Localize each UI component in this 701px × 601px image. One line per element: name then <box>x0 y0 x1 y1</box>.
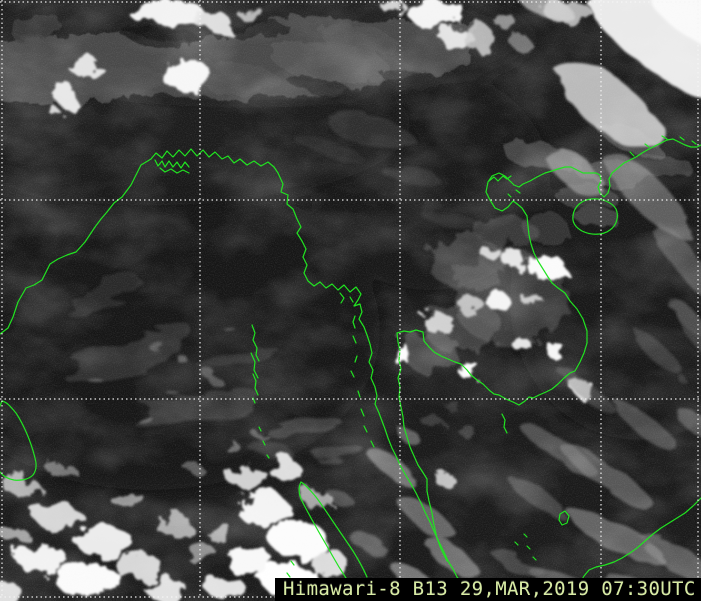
coastline-china-offshore-islets <box>629 135 697 157</box>
coastline-red-river-delta <box>488 175 521 198</box>
coastline-andaman-nicobar-islands <box>250 324 270 459</box>
coastline-mergui-islands <box>339 292 375 448</box>
caption-bar: Himawari-8 B13 29,MAR,2019 07:30UTC <box>275 578 701 601</box>
coastline-sundarbans-delta <box>154 159 190 174</box>
caption-text: Himawari-8 B13 29,MAR,2019 07:30UTC <box>283 578 696 600</box>
coastline-india-myanmar-malay <box>0 148 461 582</box>
coastline-gulf-cambodia-vietnam-china <box>396 138 701 406</box>
coastline-sumatra <box>286 481 368 600</box>
coastline-borneo <box>580 497 701 582</box>
coastline-malay-east <box>396 332 448 562</box>
coastline-overlay <box>0 135 701 600</box>
coastline-hainan-island <box>572 198 618 235</box>
coastline-gulf-islands <box>501 413 570 561</box>
